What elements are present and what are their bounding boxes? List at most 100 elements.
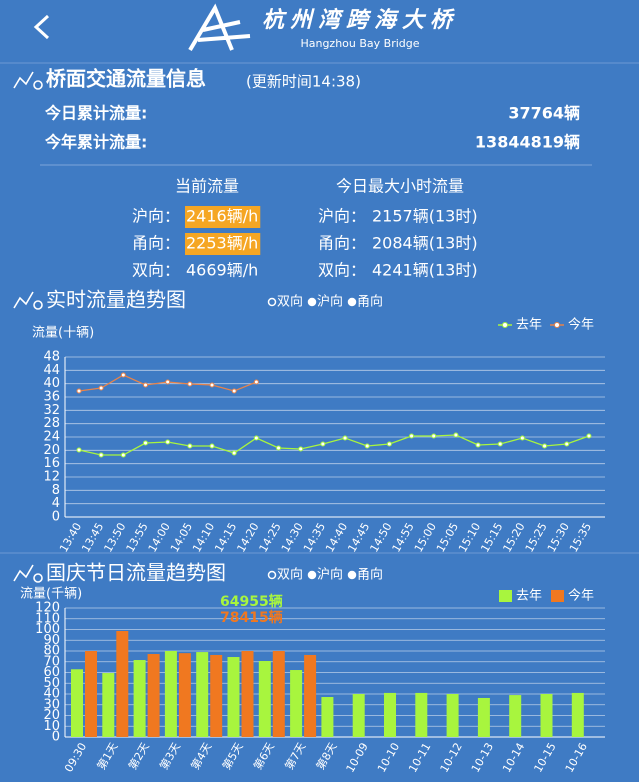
chart-title: 实时流量趋势图 — [46, 288, 186, 312]
point — [298, 446, 304, 452]
point — [253, 379, 259, 385]
bar — [272, 651, 285, 737]
flow-value: 2084辆(13时) — [372, 234, 478, 253]
point — [364, 443, 370, 449]
bar — [415, 692, 428, 737]
flow-value: 2253辆/h — [186, 234, 258, 253]
point — [209, 382, 215, 388]
y-tick-label: 28 — [43, 416, 60, 431]
x-tick-label: 15:35 — [567, 521, 594, 555]
point — [519, 435, 525, 441]
y-axis-label: 流量(十辆) — [32, 326, 94, 341]
point — [342, 435, 348, 441]
direction-label: 甬向： — [318, 234, 366, 253]
y-tick-label: 110 — [35, 611, 60, 626]
option-radio[interactable] — [267, 570, 277, 580]
point — [253, 435, 259, 441]
point — [586, 433, 592, 439]
column-heading: 今日最大小时流量 — [336, 177, 464, 196]
point — [98, 385, 104, 391]
point — [143, 382, 149, 388]
legend-swatch — [499, 590, 512, 602]
direction-label: 沪向： — [318, 207, 366, 226]
option-label[interactable]: 甬向 — [357, 567, 383, 583]
logo-subtitle: Hangzhou Bay Bridge — [300, 37, 419, 50]
bar — [446, 694, 459, 737]
option-radio[interactable] — [307, 570, 317, 580]
y-tick-label: 0 — [52, 510, 60, 525]
y-tick-label: 100 — [35, 622, 60, 637]
x-tick-label: 10-09 — [344, 741, 371, 775]
bar — [210, 654, 223, 737]
y-tick-label: 12 — [43, 470, 60, 485]
y-tick-label: 8 — [52, 483, 60, 498]
option-label[interactable]: 双向 — [277, 567, 303, 583]
x-tick-label: 10-14 — [500, 741, 527, 775]
bar — [196, 652, 209, 737]
option-radio[interactable] — [347, 297, 357, 307]
y-tick-label: 36 — [43, 390, 60, 405]
bar — [258, 660, 271, 737]
bar — [116, 631, 129, 737]
bar — [164, 651, 177, 737]
x-tick-label: 第7天 — [282, 740, 309, 772]
y-tick-label: 120 — [35, 601, 60, 616]
point — [187, 443, 193, 449]
x-tick-label: 第6天 — [250, 740, 277, 772]
section-icon — [13, 564, 43, 583]
icon-line — [13, 291, 34, 309]
bar — [147, 654, 160, 737]
point — [542, 443, 548, 449]
legend-dot — [502, 322, 508, 328]
y-tick-label: 48 — [43, 350, 60, 365]
bar — [227, 657, 240, 737]
point — [76, 447, 82, 453]
option-label[interactable]: 沪向 — [317, 294, 343, 310]
x-tick-label: 10-13 — [469, 741, 496, 775]
y-tick-label: 10 — [43, 719, 60, 734]
bar — [71, 669, 83, 737]
point — [187, 381, 193, 387]
icon-dot — [33, 300, 43, 310]
back-button[interactable] — [33, 14, 50, 40]
total-value: 13844819辆 — [475, 133, 580, 152]
bar — [133, 660, 146, 737]
total-value: 37764辆 — [508, 104, 580, 123]
y-tick-label: 44 — [43, 363, 60, 378]
legend-label: 今年 — [568, 317, 594, 333]
x-tick-label: 第4天 — [188, 740, 215, 772]
option-radio[interactable] — [347, 570, 357, 580]
bar — [509, 695, 522, 737]
point — [143, 440, 149, 446]
y-tick-label: 80 — [43, 644, 60, 659]
point — [76, 388, 82, 394]
flow-value: 2416辆/h — [186, 207, 258, 226]
point — [453, 432, 459, 438]
total-label: 今日累计流量: — [44, 104, 147, 123]
bar — [241, 651, 254, 737]
bar — [178, 653, 191, 737]
point — [165, 439, 171, 445]
option-label[interactable]: 甬向 — [357, 294, 383, 310]
point — [209, 443, 215, 449]
section-icon — [13, 291, 43, 310]
legend-label: 去年 — [516, 318, 542, 333]
point — [120, 452, 126, 458]
option-label[interactable]: 沪向 — [317, 567, 343, 583]
total-label: 今年累计流量: — [44, 133, 147, 152]
direction-label: 双向： — [318, 261, 366, 280]
x-tick-label: 10-16 — [563, 741, 590, 775]
option-radio[interactable] — [307, 297, 317, 307]
y-tick-label: 16 — [43, 456, 60, 471]
option-radio[interactable] — [267, 297, 277, 307]
update-time: (更新时间14:38) — [246, 73, 361, 91]
y-tick-label: 0 — [52, 730, 60, 745]
icon-line — [13, 564, 34, 582]
option-label[interactable]: 双向 — [277, 294, 303, 310]
point — [497, 441, 503, 447]
legend-swatch — [551, 590, 564, 602]
bar — [304, 654, 317, 737]
direction-label: 双向： — [132, 261, 180, 280]
y-tick-label: 50 — [43, 676, 60, 691]
